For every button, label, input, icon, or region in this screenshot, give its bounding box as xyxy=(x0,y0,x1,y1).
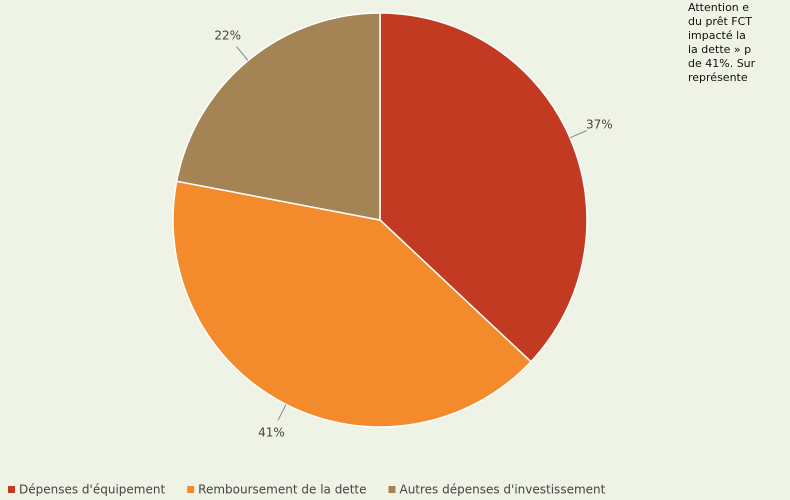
leader-line xyxy=(236,46,249,61)
legend-label: Autres dépenses d'investissement xyxy=(399,483,605,497)
legend-label: Dépenses d'équipement xyxy=(19,483,165,497)
legend-swatch xyxy=(8,486,15,493)
legend-swatch xyxy=(388,486,396,493)
leader-line xyxy=(277,404,287,421)
note-line: la dette » p xyxy=(688,43,751,56)
note-line: représente xyxy=(688,71,748,84)
note-line: de 41%. Sur xyxy=(688,57,756,70)
pie-slice xyxy=(172,180,532,428)
pie-slice xyxy=(379,12,588,363)
note-line: Attention e xyxy=(688,1,749,14)
pie-slice xyxy=(175,12,381,221)
note-line: du prêt FCT xyxy=(688,15,752,28)
data-label: 37% xyxy=(586,118,613,132)
legend-swatch xyxy=(187,486,195,493)
data-label: 22% xyxy=(214,28,241,42)
leader-line xyxy=(569,130,587,139)
note-line: impacté la xyxy=(688,29,746,42)
data-label: 41% xyxy=(258,425,285,439)
legend-label: Remboursement de la dette xyxy=(198,483,366,497)
